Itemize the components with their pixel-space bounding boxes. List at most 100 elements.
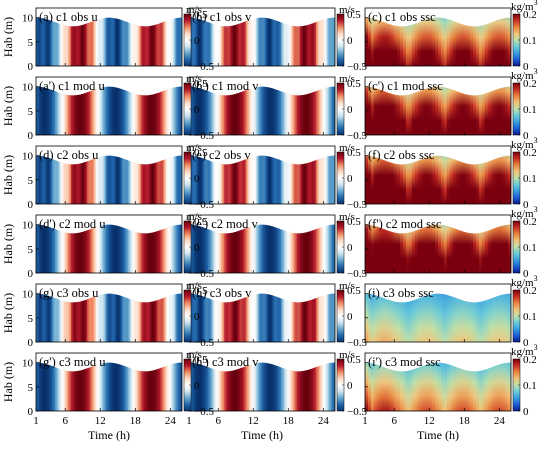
velocity-strip xyxy=(95,155,98,204)
ssc-strip xyxy=(397,362,401,411)
ssc-strip xyxy=(499,362,503,411)
velocity-strip xyxy=(212,155,215,204)
ssc-strip xyxy=(394,155,398,204)
velocity-strip xyxy=(248,86,251,135)
velocity-strip xyxy=(101,293,104,342)
ssc-strip xyxy=(432,224,436,273)
velocity-strip xyxy=(288,224,291,273)
ssc-strip xyxy=(455,293,460,342)
velocity-strip xyxy=(256,155,259,204)
velocity-strip xyxy=(53,224,56,273)
velocity-strip xyxy=(307,155,310,204)
velocity-strip xyxy=(234,86,237,135)
ssc-strip xyxy=(394,362,398,411)
velocity-strip xyxy=(224,362,227,411)
velocity-strip xyxy=(76,86,79,135)
velocity-strip xyxy=(259,17,262,66)
velocity-strip xyxy=(225,362,228,411)
x-tick-label: 18 xyxy=(130,415,142,427)
velocity-strip xyxy=(141,86,144,135)
velocity-strip xyxy=(76,224,79,273)
velocity-strip xyxy=(141,155,144,204)
velocity-strip xyxy=(301,293,304,342)
velocity-strip xyxy=(285,155,288,204)
velocity-strip xyxy=(291,155,294,204)
panel-label: (f') c2 mod ssc xyxy=(368,217,442,231)
velocity-strip xyxy=(168,155,171,204)
velocity-strip xyxy=(84,86,87,135)
velocity-strip xyxy=(228,17,231,66)
velocity-strip xyxy=(123,17,126,66)
velocity-strip xyxy=(104,155,107,204)
ssc-strip xyxy=(373,86,378,135)
velocity-strip xyxy=(116,17,119,66)
velocity-strip xyxy=(241,362,244,411)
velocity-strip xyxy=(275,362,278,411)
velocity-strip xyxy=(127,86,131,135)
ssc-strip xyxy=(382,17,387,66)
velocity-strip xyxy=(279,155,282,204)
velocity-strip xyxy=(262,155,265,204)
velocity-strip xyxy=(305,155,308,204)
velocity-strip xyxy=(248,17,251,66)
velocity-strip xyxy=(209,17,212,66)
velocity-strip xyxy=(63,155,66,204)
velocity-strip xyxy=(71,293,74,342)
velocity-strip xyxy=(107,293,110,342)
ssc-strip xyxy=(446,293,451,342)
velocity-strip xyxy=(170,293,173,342)
velocity-strip xyxy=(194,293,197,342)
velocity-strip xyxy=(100,155,103,204)
velocity-strip xyxy=(65,86,68,135)
velocity-strip xyxy=(100,17,103,66)
velocity-strip xyxy=(62,17,65,66)
velocity-strip xyxy=(196,155,199,204)
velocity-strip xyxy=(157,86,160,135)
velocity-strip xyxy=(191,362,194,411)
velocity-strip xyxy=(194,17,197,66)
velocity-strip xyxy=(107,362,110,411)
ssc-strip xyxy=(423,86,427,135)
colorbar-tick-label: 0 xyxy=(194,173,200,185)
velocity-strip xyxy=(307,17,310,66)
panel-label: (b) c1 obs v xyxy=(192,10,252,24)
velocity-strip xyxy=(180,293,182,342)
ssc-strip xyxy=(490,86,495,135)
velocity-strip xyxy=(235,293,238,342)
velocity-strip xyxy=(197,224,200,273)
velocity-strip xyxy=(116,86,119,135)
ssc-strip xyxy=(370,293,375,342)
velocity-strip xyxy=(244,224,247,273)
y-tick-label: 0 xyxy=(28,61,34,73)
velocity-strip xyxy=(292,224,295,273)
velocity-strip xyxy=(263,362,266,411)
ssc-strip xyxy=(449,86,454,135)
ssc-strip xyxy=(400,155,404,204)
ssc-strip xyxy=(411,362,416,411)
velocity-strip xyxy=(251,17,254,66)
velocity-strip xyxy=(117,155,120,204)
velocity-strip xyxy=(82,17,85,66)
ssc-strip xyxy=(487,224,492,273)
ssc-strip xyxy=(481,17,486,66)
velocity-strip xyxy=(52,17,55,66)
heatmap-field xyxy=(365,86,511,135)
y-axis-label: Hab (m) xyxy=(1,86,15,126)
velocity-strip xyxy=(215,86,218,135)
velocity-strip xyxy=(323,293,326,342)
velocity-strip xyxy=(263,224,266,273)
ssc-strip xyxy=(379,293,384,342)
ssc-strip xyxy=(414,224,419,273)
ssc-strip xyxy=(452,155,457,204)
velocity-strip xyxy=(111,362,114,411)
velocity-strip xyxy=(263,17,266,66)
velocity-strip xyxy=(116,362,119,411)
velocity-strip xyxy=(54,362,58,411)
velocity-strip xyxy=(324,86,327,135)
velocity-strip xyxy=(266,155,269,204)
velocity-strip xyxy=(216,17,219,66)
velocity-strip xyxy=(110,362,113,411)
velocity-strip xyxy=(321,17,324,66)
velocity-strip xyxy=(104,17,107,66)
colorbar-tick-label: 0.2 xyxy=(523,216,537,228)
